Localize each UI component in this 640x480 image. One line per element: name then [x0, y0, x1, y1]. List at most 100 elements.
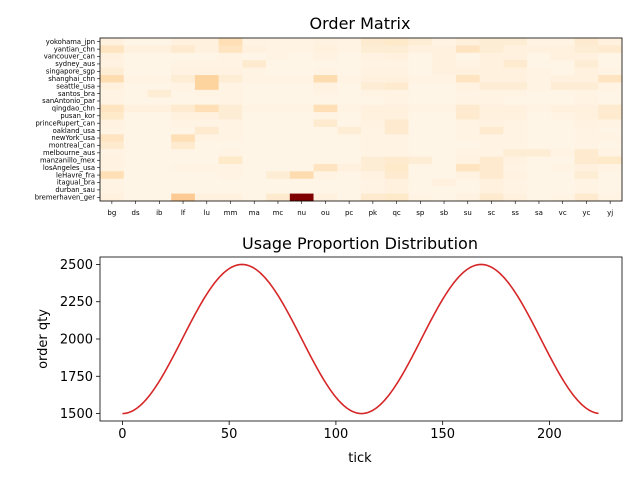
heatmap-cell — [408, 97, 433, 105]
heatmap-cell — [147, 104, 172, 113]
heatmap-col-label: sa — [535, 209, 543, 217]
heatmap-cell — [194, 97, 219, 105]
heatmap-cell — [123, 45, 148, 54]
heatmap-cell — [479, 60, 504, 68]
heatmap-cell — [384, 149, 409, 157]
heatmap-cell — [123, 126, 148, 135]
heatmap-cell — [266, 134, 291, 143]
heatmap-cell — [503, 186, 528, 194]
heatmap-cell — [194, 171, 219, 180]
heatmap-row-label: seattle_usa — [56, 82, 95, 90]
heatmap-cell — [171, 52, 196, 61]
heatmap-cell — [266, 75, 291, 83]
heatmap-cell — [171, 141, 196, 150]
line-x-tick-label: 100 — [324, 427, 349, 442]
heatmap-cell — [194, 149, 219, 157]
heatmap-cell — [527, 141, 552, 150]
heatmap-cell — [408, 45, 433, 54]
heatmap-cell — [337, 119, 362, 128]
heatmap-cell — [266, 119, 291, 128]
heatmap-cell — [361, 141, 386, 150]
line-panel: Usage Proportion Distribution 0 50 100 150 2… — [36, 234, 623, 466]
heatmap-cell — [598, 119, 623, 128]
heatmap-cell — [361, 112, 386, 120]
heatmap-cell — [289, 134, 314, 143]
heatmap-cell — [218, 193, 243, 202]
heatmap-cell — [550, 52, 575, 61]
heatmap-cell — [527, 178, 552, 187]
heatmap-cell — [123, 163, 148, 172]
heatmap-cell — [266, 104, 291, 113]
heatmap-cell — [194, 119, 219, 128]
heatmap-cell — [337, 112, 362, 120]
heatmap-cell — [313, 163, 338, 172]
heatmap-cell — [361, 45, 386, 54]
heatmap-cell — [218, 75, 243, 83]
heatmap-cell — [455, 156, 480, 165]
heatmap-cell — [384, 178, 409, 187]
heatmap-cell — [194, 82, 219, 91]
heatmap-cell — [550, 89, 575, 98]
heatmap-col-label: bg — [107, 209, 116, 217]
heatmap-cell — [100, 38, 125, 46]
heatmap-cell — [194, 141, 219, 150]
heatmap-cell — [432, 193, 457, 202]
heatmap-cell — [432, 163, 457, 172]
heatmap-cell — [361, 89, 386, 98]
heatmap-cell — [289, 126, 314, 135]
heatmap-cell — [147, 45, 172, 54]
heatmap-cell — [384, 67, 409, 76]
heatmap-cell — [479, 163, 504, 172]
heatmap-cell — [574, 193, 599, 202]
heatmap-cell — [313, 67, 338, 76]
heatmap-cell — [194, 89, 219, 98]
heatmap-cell — [266, 89, 291, 98]
heatmap-cell — [503, 97, 528, 105]
heatmap-cell — [455, 193, 480, 202]
heatmap-cell — [242, 186, 267, 194]
heatmap-cell — [455, 186, 480, 194]
heatmap-cell — [455, 178, 480, 187]
heatmap-cell — [479, 45, 504, 54]
heatmap-cell — [171, 112, 196, 120]
heatmap-cell — [408, 156, 433, 165]
heatmap-cell — [313, 75, 338, 83]
heatmap-row-label: vancouver_can — [44, 53, 95, 61]
heatmap-cell — [598, 104, 623, 113]
heatmap-col-label: vc — [559, 209, 567, 217]
heatmap-cell — [289, 38, 314, 46]
heatmap-cell — [194, 126, 219, 135]
heatmap-cell — [574, 141, 599, 150]
heatmap-cell — [337, 104, 362, 113]
line-y-tick-label: 2250 — [60, 295, 93, 310]
heatmap-cell — [218, 141, 243, 150]
heatmap-cell — [123, 60, 148, 68]
heatmap-cell — [527, 38, 552, 46]
heatmap-cell — [194, 60, 219, 68]
heatmap-cell — [598, 52, 623, 61]
heatmap-cell — [408, 104, 433, 113]
heatmap-cell — [194, 67, 219, 76]
heatmap-cell — [361, 67, 386, 76]
heatmap-cell — [266, 193, 291, 202]
heatmap-cell — [218, 149, 243, 157]
heatmap-cell — [384, 193, 409, 202]
heatmap-cell — [574, 45, 599, 54]
heatmap-cell — [100, 89, 125, 98]
heatmap-cell — [432, 149, 457, 157]
heatmap-row-label: princeRupert_can — [35, 119, 95, 127]
heatmap-title: Order Matrix — [310, 14, 411, 33]
heatmap-cell — [384, 97, 409, 105]
heatmap-cell — [574, 171, 599, 180]
heatmap-cell — [218, 156, 243, 165]
line-y-tick-label: 2000 — [60, 333, 93, 348]
heatmap-cell — [455, 104, 480, 113]
heatmap-cell — [218, 97, 243, 105]
heatmap-cell — [147, 82, 172, 91]
line-y-tick-label: 1750 — [60, 370, 93, 385]
heatmap-cell — [527, 60, 552, 68]
heatmap-cell — [527, 163, 552, 172]
heatmap-cell — [218, 178, 243, 187]
heatmap-cell — [550, 97, 575, 105]
heatmap-cell — [455, 126, 480, 135]
